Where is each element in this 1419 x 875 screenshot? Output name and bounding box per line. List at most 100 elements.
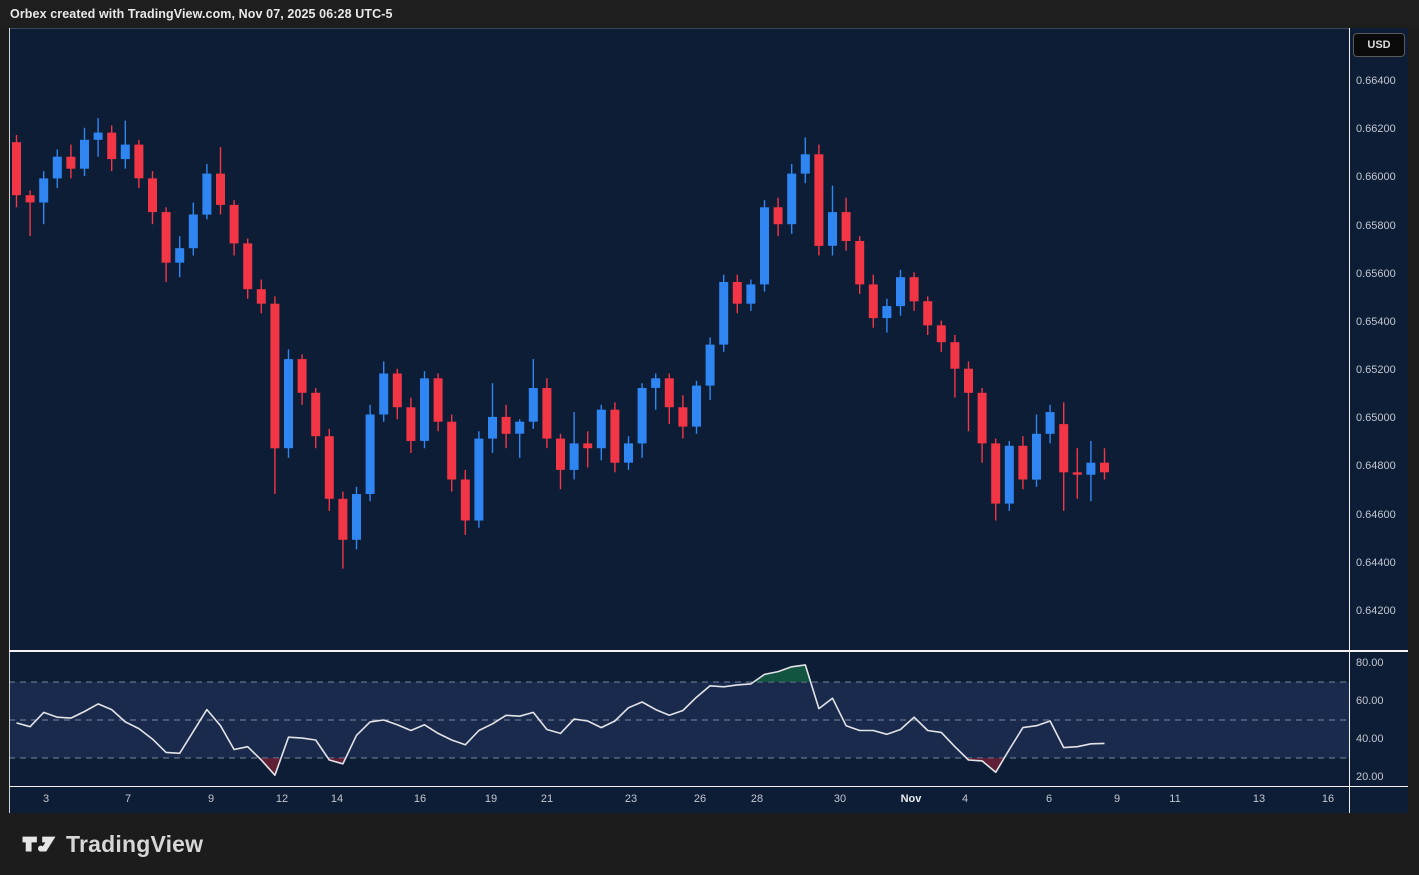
time-tick-label: 21 [540, 793, 554, 805]
currency-unit-button[interactable]: USD [1353, 33, 1405, 57]
candle-body-up [528, 388, 538, 422]
candle-body-down [134, 144, 144, 179]
candle-body-down [243, 243, 253, 290]
candle-body-down [556, 438, 565, 470]
candle-body-down [542, 388, 552, 439]
candle-body-up [896, 277, 905, 307]
rsi-line [16, 664, 1105, 776]
price-axis[interactable]: 0.66400 0.66200 0.66000 0.65800 0.65600 0.654… [1349, 28, 1408, 813]
candle-body-up [93, 132, 103, 140]
price-tick-label: 0.66000 [1356, 171, 1396, 183]
candle-body-down [229, 204, 239, 244]
candle-body-up [569, 443, 579, 470]
candle-body-up [175, 248, 185, 263]
candle-body-up [882, 306, 892, 319]
chart-left-border [9, 28, 10, 813]
candle-body-down [161, 212, 171, 263]
price-tick-label: 0.65800 [1356, 220, 1396, 232]
tradingview-logo-icon [22, 836, 56, 852]
time-tick-label: 30 [833, 793, 847, 805]
time-axis[interactable]: 3 7 9 12 14 16 19 21 23 26 28 30 Nov 4 6 9 11 13 16 [9, 787, 1349, 813]
candle-body-down [814, 154, 824, 246]
candle-body-down [406, 407, 416, 441]
candle-body-up [188, 214, 198, 249]
footer-bar: TradingView [0, 813, 1419, 875]
time-tick-label: 14 [330, 793, 344, 805]
candle-body-down [338, 498, 348, 540]
rsi-oversold-fill [328, 758, 346, 764]
candle-body-down [433, 378, 443, 422]
candle-body-up [379, 373, 389, 415]
candle-body-up [746, 284, 756, 304]
rsi-tick-label: 80.00 [1356, 657, 1384, 669]
time-tick-label: 16 [413, 793, 427, 805]
time-tick-label: Nov [900, 793, 922, 805]
candle-body-up [787, 173, 797, 225]
right-margin-strip [1408, 28, 1419, 813]
candle-body-up [284, 359, 293, 449]
candle-body-up [624, 443, 633, 463]
candle-body-down [311, 392, 321, 437]
candle-body-down [773, 207, 783, 225]
time-tick-label: 11 [1169, 793, 1181, 805]
candle-body-down [991, 443, 1001, 504]
candle-body-down [66, 156, 76, 169]
candle-body-up [1004, 445, 1014, 504]
candle-body-up [202, 173, 212, 215]
header-bar: Orbex created with TradingView.com, Nov … [0, 0, 1419, 28]
chart-attribution-title: Orbex created with TradingView.com, Nov … [10, 7, 393, 21]
candle-body-up [719, 282, 729, 345]
candle-body-up [1032, 433, 1041, 480]
candle-body-down [950, 342, 960, 369]
candle-body-down [148, 178, 157, 213]
candle-body-down [841, 212, 851, 241]
time-tick-label: 9 [207, 793, 215, 805]
candle-body-down [1018, 445, 1028, 480]
price-tick-label: 0.65600 [1356, 268, 1396, 280]
candle-body-down [324, 436, 334, 499]
candlestick-price-pane[interactable] [9, 28, 1349, 653]
price-tick-label: 0.66400 [1356, 75, 1396, 87]
candle-body-down [447, 421, 457, 480]
time-tick-label: 4 [961, 793, 969, 805]
time-tick-label: 9 [1113, 793, 1121, 805]
rsi-tick-label: 60.00 [1356, 695, 1384, 707]
candle-body-down [25, 195, 35, 203]
candle-body-down [868, 284, 878, 319]
candle-body-down [1059, 424, 1069, 473]
candle-body-up [420, 378, 429, 441]
candlestick-plot[interactable] [9, 29, 1349, 653]
price-tick-label: 0.65400 [1356, 316, 1396, 328]
candle-body-down [732, 282, 742, 304]
candle-body-down [460, 479, 470, 521]
candle-body-down [583, 443, 593, 449]
candle-body-down [1072, 472, 1082, 475]
candle-body-down [936, 325, 946, 343]
price-tick-label: 0.66200 [1356, 123, 1396, 135]
time-axis-separator-line [9, 786, 1408, 787]
candle-body-up [1045, 412, 1055, 434]
time-tick-label: 26 [693, 793, 707, 805]
candle-body-down [107, 132, 117, 160]
rsi-plot[interactable] [9, 652, 1349, 786]
candle-body-up [52, 156, 62, 179]
tradingview-logo-text: TradingView [66, 830, 204, 857]
tradingview-logo-link[interactable]: TradingView [22, 830, 203, 858]
time-tick-label: 7 [124, 793, 132, 805]
rsi-indicator-pane[interactable] [9, 652, 1349, 786]
time-tick-label: 6 [1045, 793, 1053, 805]
candle-body-up [352, 494, 361, 540]
candle-body-up [692, 385, 701, 427]
price-tick-label: 0.64400 [1356, 557, 1396, 569]
time-tick-label: 16 [1321, 793, 1335, 805]
time-tick-label: 3 [42, 793, 50, 805]
rsi-tick-label: 40.00 [1356, 733, 1384, 745]
candle-body-down [964, 368, 973, 393]
candle-body-up [1086, 462, 1096, 475]
pane-separator-line[interactable] [9, 650, 1408, 652]
time-tick-label: 13 [1252, 793, 1266, 805]
price-tick-label: 0.65200 [1356, 364, 1396, 376]
candle-body-up [515, 421, 525, 434]
candle-body-up [80, 139, 89, 169]
candle-body-down [297, 359, 307, 393]
